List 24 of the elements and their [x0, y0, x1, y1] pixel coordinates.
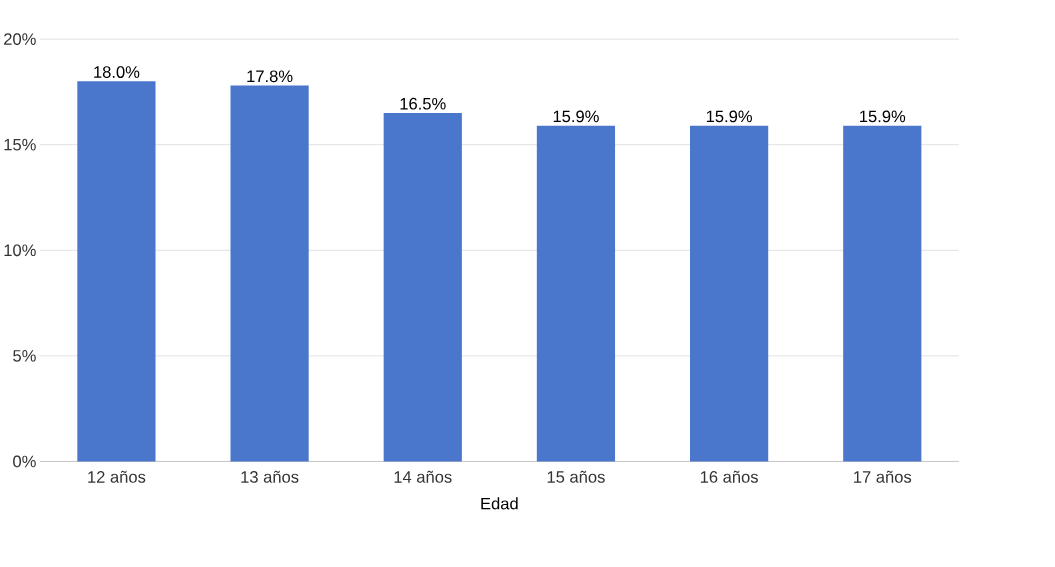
x-axis-title: Edad	[481, 497, 518, 510]
bar	[536, 125, 616, 462]
x-tick-label: 17 años	[854, 470, 912, 483]
bar	[690, 125, 769, 462]
x-tick-label: 15 años	[547, 470, 605, 483]
x-tick-label: 12 años	[88, 470, 146, 483]
x-tick-label: 14 años	[394, 470, 452, 483]
y-tick-label: 15%	[4, 138, 36, 151]
y-tick-label: 0%	[13, 455, 36, 468]
data-label: 15.9%	[553, 110, 599, 123]
x-tick-label: 16 años	[700, 470, 758, 483]
x-tick-label: 13 años	[241, 470, 299, 483]
bar	[843, 125, 922, 462]
data-label: 16.5%	[400, 97, 446, 110]
bar	[230, 85, 309, 462]
data-label: 15.9%	[860, 110, 906, 123]
bar	[383, 113, 462, 462]
bar	[77, 81, 156, 462]
y-tick-label: 20%	[4, 33, 36, 45]
data-label: 15.9%	[706, 110, 752, 123]
y-tick-label: 10%	[4, 244, 36, 257]
data-label: 17.8%	[247, 70, 293, 83]
y-tick-label: 5%	[13, 350, 36, 362]
data-label: 18.0%	[94, 66, 140, 78]
